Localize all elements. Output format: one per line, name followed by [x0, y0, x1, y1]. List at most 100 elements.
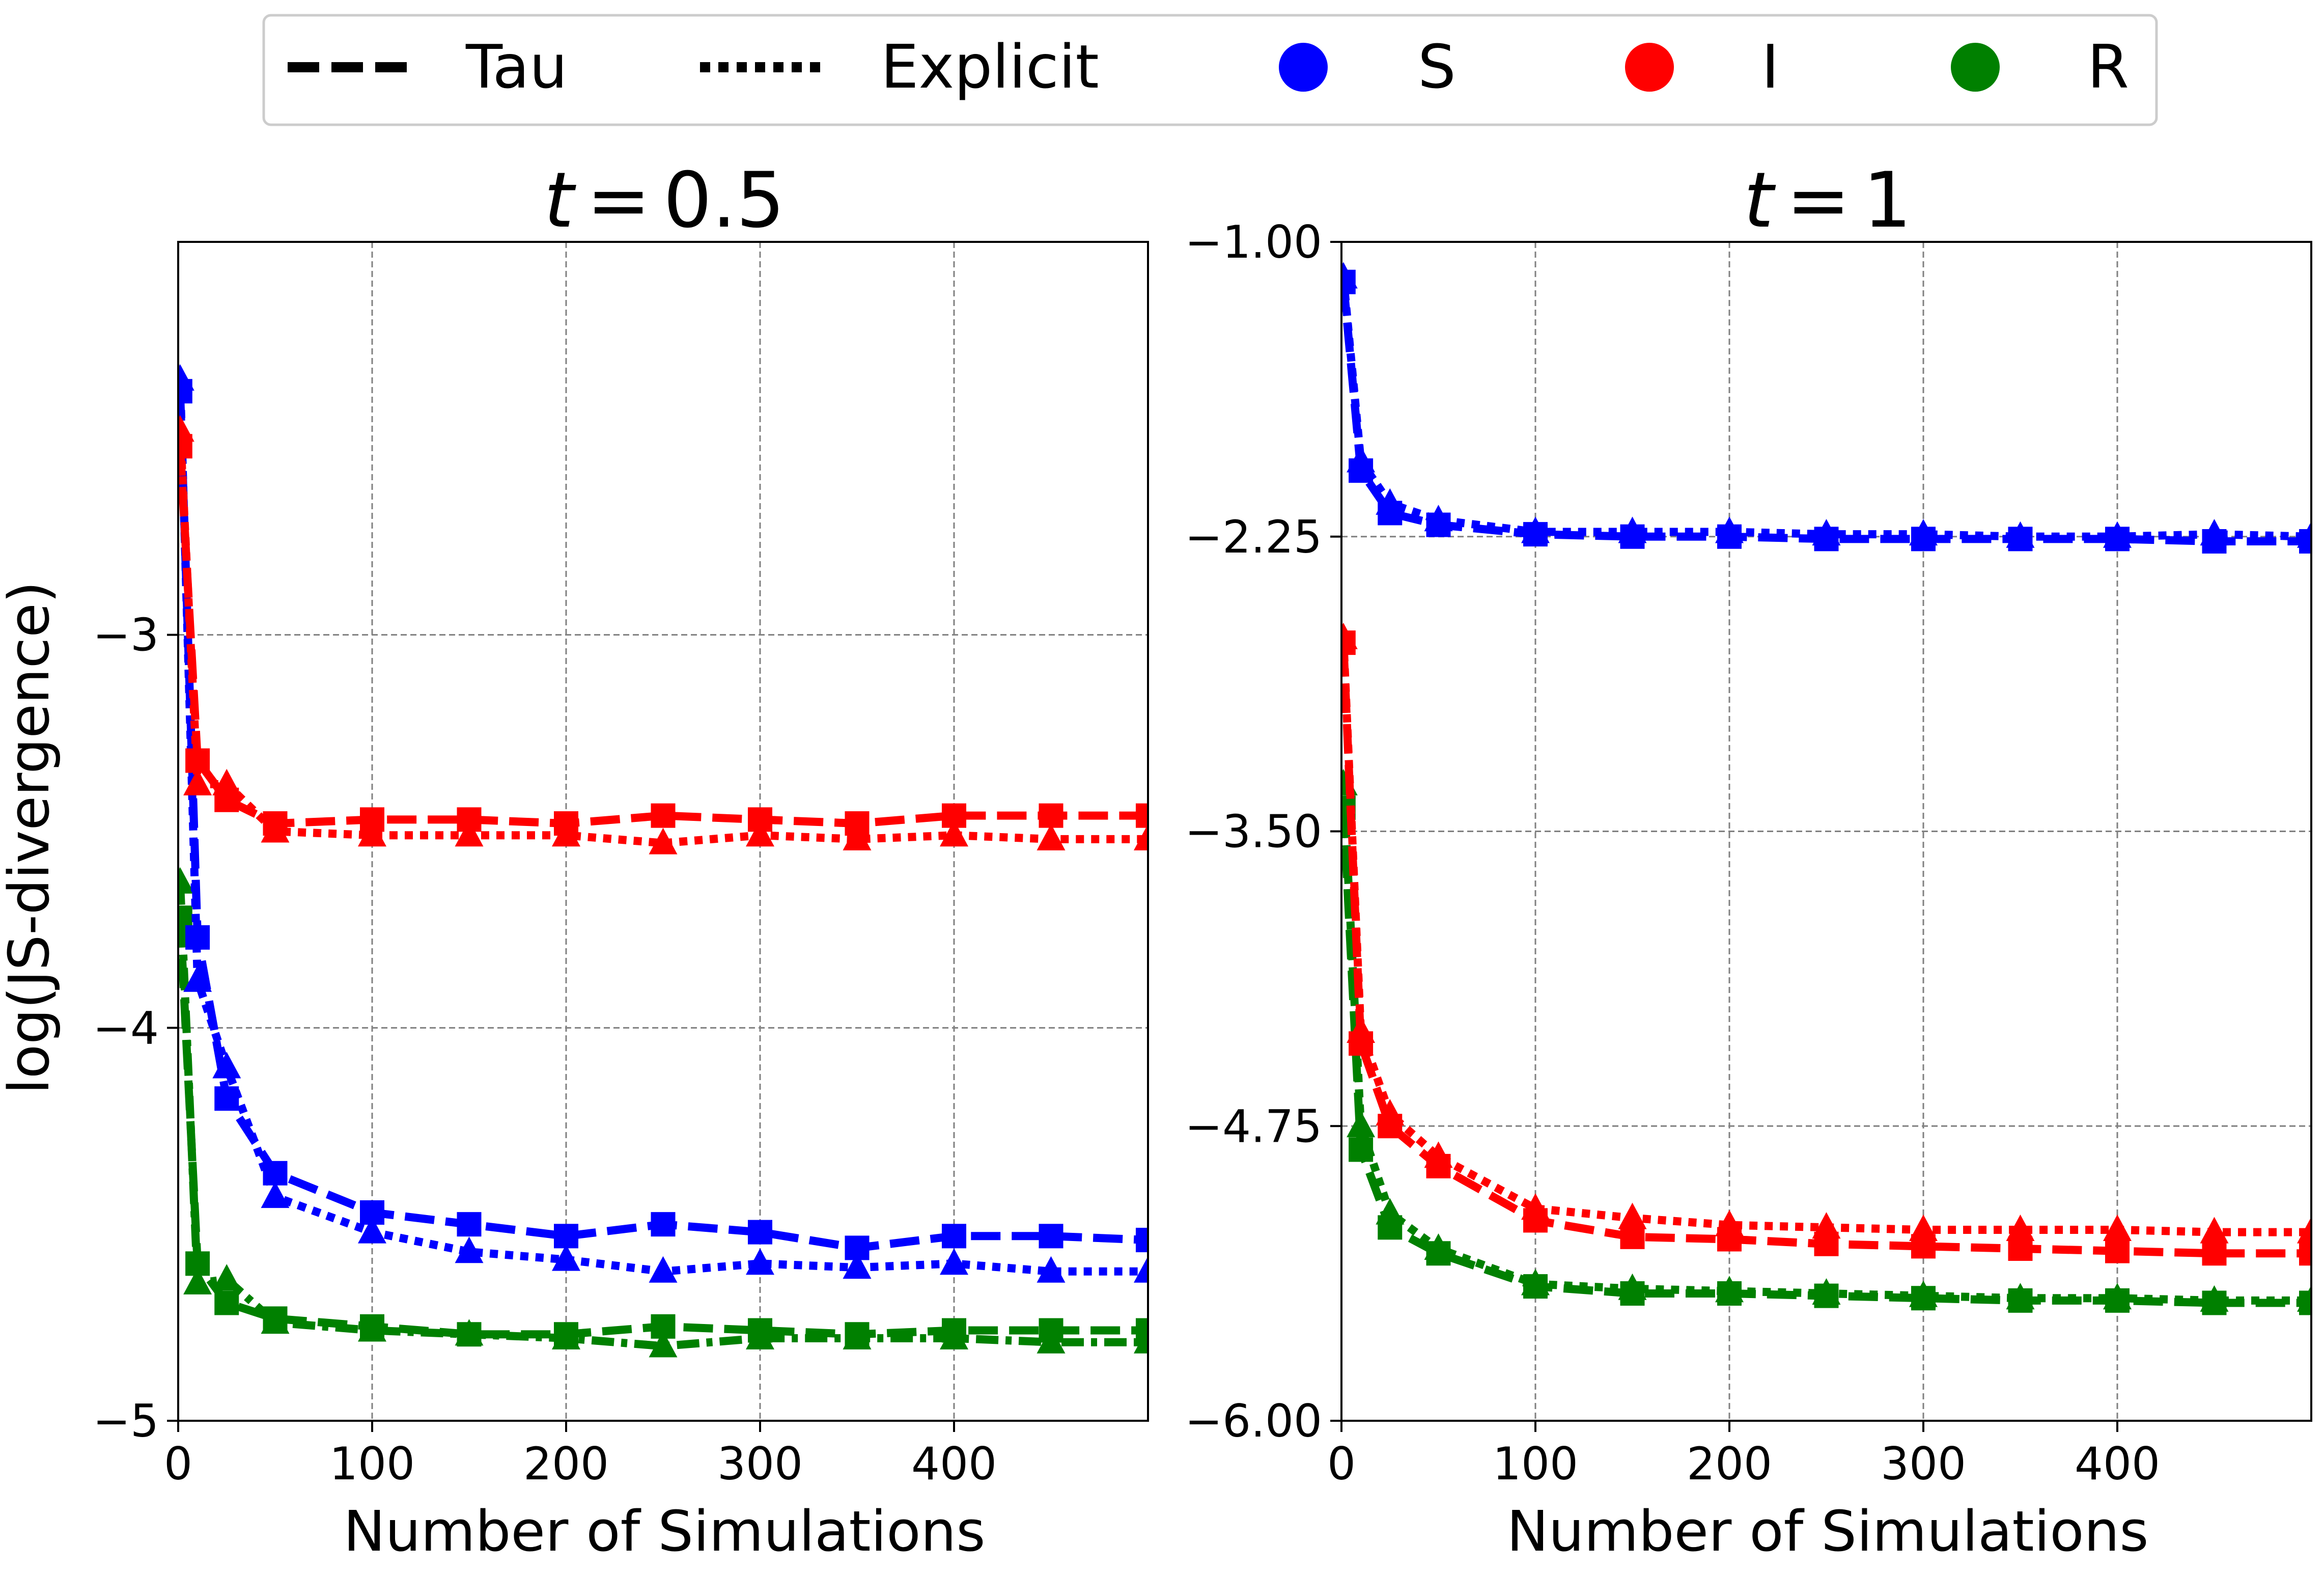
- point-r-explicit-right-5: [1618, 1273, 1647, 1300]
- point-s-tau-left-6: [554, 1224, 578, 1249]
- point-s-explicit-right-11: [2200, 519, 2229, 546]
- point-s-tau-left-8: [748, 1220, 772, 1245]
- point-s-explicit-left-9: [843, 1252, 872, 1279]
- point-r-explicit-right-11: [2200, 1285, 2229, 1312]
- point-s-tau-left-11: [1039, 1224, 1063, 1249]
- point-r-explicit-right-10: [2103, 1283, 2132, 1310]
- point-r-explicit-right-1: [1347, 1111, 1376, 1138]
- point-r-explicit-left-8: [746, 1322, 774, 1349]
- legend-s-marker: [1279, 43, 1328, 92]
- legend-s-label: S: [1418, 32, 1456, 102]
- point-r-explicit-left-10: [940, 1322, 968, 1349]
- legend-explicit-label: Explicit: [881, 32, 1099, 102]
- chart-panel-left: t = 0.5 log(JS-divergence) Number of Simul…: [0, 156, 1149, 1564]
- series-group-right: [1341, 262, 2311, 1315]
- point-i-explicit-left-5: [455, 820, 484, 847]
- series-line-s-tau-right: [1341, 281, 2311, 545]
- point-s-explicit-left-3: [261, 1181, 290, 1208]
- point-s-explicit-left-12: [1134, 1256, 1148, 1283]
- chart-title-left: t = 0.5: [544, 156, 785, 245]
- point-s-explicit-right-4: [1521, 516, 1550, 543]
- point-i-explicit-right-0: [1341, 622, 1358, 649]
- point-i-explicit-right-11: [2200, 1217, 2229, 1244]
- point-s-explicit-left-8: [746, 1248, 774, 1275]
- point-s-explicit-right-7: [1812, 519, 1841, 546]
- legend-tau-label: Tau: [465, 32, 568, 102]
- point-r-explicit-left-11: [1037, 1327, 1066, 1354]
- point-r-explicit-right-8: [1909, 1280, 1938, 1307]
- point-s-explicit-right-0: [1341, 262, 1358, 289]
- y-tick-label-right-0: −6.00: [1185, 1395, 1322, 1447]
- point-r-explicit-left-5: [455, 1319, 484, 1346]
- point-r-explicit-right-7: [1812, 1278, 1841, 1305]
- point-r-explicit-right-3: [1424, 1233, 1453, 1260]
- point-i-tau-left-7: [651, 803, 676, 828]
- point-r-explicit-right-12: [2297, 1285, 2311, 1312]
- point-i-explicit-left-8: [746, 820, 774, 847]
- point-s-explicit-left-0: [178, 364, 194, 391]
- y-tick-label-right-3: −2.25: [1185, 511, 1322, 563]
- point-s-explicit-left-7: [649, 1256, 678, 1283]
- point-r-explicit-right-4: [1521, 1269, 1550, 1296]
- x-axis-label-left: Number of Simulations: [343, 1499, 985, 1564]
- point-s-explicit-right-8: [1909, 519, 1938, 546]
- x-tick-label-left-3: 300: [717, 1438, 803, 1490]
- point-r-explicit-right-6: [1715, 1276, 1744, 1303]
- point-i-explicit-right-4: [1521, 1193, 1550, 1220]
- x-tick-label-left-0: 0: [164, 1438, 192, 1490]
- legend: Tau Explicit S I R: [262, 14, 2158, 126]
- x-tick-label-right-2: 200: [1687, 1438, 1772, 1490]
- point-r-explicit-left-0: [178, 867, 194, 894]
- point-i-explicit-right-6: [1715, 1209, 1744, 1236]
- point-i-explicit-left-1: [183, 768, 212, 795]
- legend-i-label: I: [1761, 32, 1779, 102]
- point-i-explicit-left-4: [358, 820, 386, 847]
- point-i-explicit-left-2: [212, 768, 241, 795]
- point-i-explicit-left-3: [261, 816, 290, 843]
- point-i-explicit-right-3: [1424, 1141, 1453, 1168]
- point-s-explicit-left-4: [358, 1217, 386, 1244]
- y-tick-label-left-2: −3: [93, 609, 159, 662]
- chart-panel-right: t = 1 Number of Simulations 0 100 200 300 400 −…: [1185, 156, 2312, 1564]
- point-i-tau-right-11: [2202, 1241, 2227, 1266]
- point-r-explicit-left-9: [843, 1322, 872, 1349]
- point-i-explicit-left-9: [843, 823, 872, 850]
- point-r-explicit-right-9: [2006, 1283, 2035, 1310]
- point-i-explicit-right-10: [2103, 1215, 2132, 1241]
- point-s-explicit-right-12: [2297, 521, 2311, 548]
- point-r-explicit-left-1: [183, 1267, 212, 1294]
- series-group-left: [178, 364, 1148, 1358]
- point-s-explicit-right-3: [1424, 505, 1453, 532]
- point-s-tau-left-12: [1136, 1228, 1148, 1253]
- x-tick-label-left-1: 100: [329, 1438, 415, 1490]
- legend-r-marker: [1951, 43, 2000, 92]
- point-r-tau-left-2: [214, 1290, 239, 1315]
- point-i-explicit-right-7: [1812, 1212, 1841, 1239]
- point-i-explicit-left-12: [1134, 823, 1148, 850]
- y-tick-label-right-1: −4.75: [1185, 1100, 1322, 1152]
- point-i-explicit-right-12: [2297, 1217, 2311, 1244]
- point-i-tau-left-12: [1136, 803, 1148, 828]
- point-s-explicit-right-2: [1376, 488, 1405, 515]
- point-s-explicit-right-9: [2006, 521, 2035, 548]
- point-i-explicit-left-10: [940, 820, 968, 847]
- point-s-tau-left-5: [457, 1212, 482, 1237]
- point-i-explicit-right-9: [2006, 1215, 2035, 1241]
- x-axis-label-right: Number of Simulations: [1506, 1499, 2148, 1564]
- point-i-explicit-right-8: [1909, 1215, 1938, 1241]
- chart-title-right: t = 1: [1744, 156, 1912, 245]
- point-s-explicit-right-5: [1618, 516, 1647, 543]
- series-line-i-explicit-right: [1341, 638, 2311, 1236]
- y-tick-label-left-1: −4: [93, 1002, 159, 1054]
- x-tick-label-right-3: 300: [1881, 1438, 1966, 1490]
- x-tick-label-right-0: 0: [1327, 1438, 1356, 1490]
- point-i-explicit-right-5: [1618, 1202, 1647, 1229]
- legend-r-label: R: [2087, 32, 2129, 102]
- point-r-explicit-right-2: [1376, 1198, 1405, 1225]
- point-s-explicit-right-6: [1715, 516, 1744, 543]
- point-r-explicit-left-3: [261, 1307, 290, 1334]
- point-i-tau-left-11: [1039, 803, 1063, 828]
- point-i-explicit-left-7: [649, 828, 678, 855]
- axes-frame-left: [177, 241, 1149, 1422]
